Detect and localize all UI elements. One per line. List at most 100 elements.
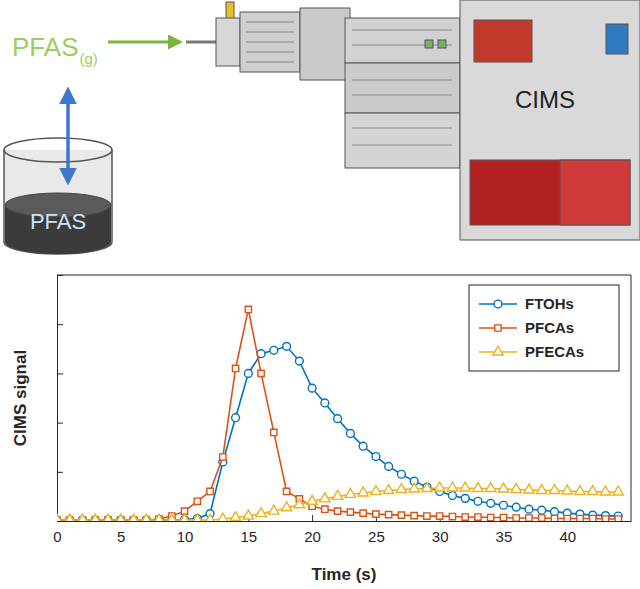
- x-tick-mark: [312, 515, 313, 521]
- series-marker: [539, 515, 545, 521]
- instrument-detail: [246, 62, 294, 63]
- instrument-detail: [352, 128, 452, 129]
- instrument-main: [460, 0, 640, 240]
- series-marker: [220, 454, 226, 460]
- x-tick: 25: [368, 515, 385, 545]
- frame-top: [57, 275, 631, 276]
- series-marker: [422, 483, 432, 492]
- series-marker: [346, 430, 354, 438]
- series-marker: [487, 499, 495, 507]
- series-marker: [77, 514, 87, 521]
- series-marker: [385, 462, 393, 470]
- panel: [470, 160, 630, 225]
- series-marker: [334, 508, 340, 514]
- series-marker: [232, 414, 240, 422]
- series-marker: [460, 482, 470, 491]
- series-marker: [359, 442, 367, 450]
- instrument-detail: [246, 22, 294, 23]
- x-tick-label: 10: [177, 528, 194, 545]
- series-marker: [371, 486, 381, 495]
- x-tick-label: 35: [496, 528, 513, 545]
- y-tick: [57, 521, 63, 522]
- y-axis-line: [57, 276, 58, 522]
- y-tick: [57, 373, 63, 374]
- series-marker: [398, 512, 404, 518]
- series-marker: [486, 483, 496, 492]
- instrument-part: [345, 18, 460, 63]
- series-marker: [512, 503, 520, 511]
- frame-right: [631, 275, 632, 521]
- series-marker: [270, 346, 278, 354]
- x-tick-label: 20: [304, 528, 321, 545]
- series-marker: [307, 495, 317, 504]
- series-marker: [271, 429, 277, 435]
- series-marker: [322, 506, 328, 512]
- x-tick: 40: [559, 515, 576, 545]
- legend: FTOHsPFCAsPFECAs: [469, 285, 619, 371]
- x-tick: 35: [496, 515, 513, 545]
- beaker-rim: [4, 138, 112, 162]
- series-marker: [498, 483, 508, 492]
- series-marker: [103, 514, 113, 521]
- series-marker: [283, 342, 291, 350]
- series-marker: [449, 492, 457, 500]
- gas-phase-label: (g): [79, 50, 97, 67]
- beaker-body: [4, 150, 112, 254]
- y-axis-title: CIMS signal: [11, 350, 30, 446]
- legend-label: PFCAs: [525, 319, 574, 336]
- series-marker: [205, 514, 215, 521]
- series-marker: [526, 515, 532, 521]
- instrument-detail: [352, 30, 452, 31]
- series-marker: [447, 482, 457, 491]
- chart: 0510152025303540FTOHsPFCAsPFECAs: [52, 275, 632, 545]
- series-marker: [256, 508, 266, 517]
- series-marker: [281, 502, 291, 511]
- instrument-part: [300, 8, 350, 80]
- series-marker: [269, 505, 279, 514]
- series-marker: [562, 485, 572, 494]
- exchange-arrow: [66, 90, 70, 182]
- series-marker: [332, 490, 342, 499]
- series-marker: [243, 510, 253, 519]
- x-axis-line: [58, 521, 632, 522]
- y-axis: [57, 276, 63, 522]
- instrument-part: [345, 113, 460, 168]
- series-marker: [383, 485, 393, 494]
- series-marker: [116, 514, 126, 521]
- gas-label: PFAS: [12, 32, 78, 62]
- x-axis-title: Time (s): [312, 565, 377, 584]
- instrument-detail: [352, 95, 452, 96]
- x-tick-label: 15: [240, 528, 257, 545]
- y-tick-mark: [57, 472, 63, 473]
- x-tick-label: 0: [53, 528, 61, 545]
- series-marker: [551, 508, 559, 516]
- series-marker: [347, 509, 353, 515]
- series-marker: [192, 514, 202, 521]
- series-marker: [230, 512, 240, 521]
- series-marker: [461, 494, 469, 502]
- series-marker: [409, 483, 419, 492]
- instrument-detail: [246, 32, 294, 33]
- legend-label: FTOHs: [525, 295, 574, 312]
- series-marker: [294, 499, 304, 508]
- x-tick: 20: [304, 515, 321, 545]
- series-marker: [295, 357, 303, 365]
- series-marker: [564, 515, 570, 521]
- y-tick-mark: [57, 423, 63, 424]
- y-tick: [57, 324, 63, 325]
- series-marker: [345, 488, 355, 497]
- instrument-detail: [246, 52, 294, 53]
- series-marker: [320, 493, 330, 502]
- series-marker: [334, 415, 342, 423]
- legend-entry: PFCAs: [479, 319, 574, 336]
- instrument: CIMS: [186, 0, 640, 240]
- panel: [606, 24, 628, 54]
- instrument-part: [216, 18, 240, 66]
- series-marker: [179, 514, 189, 521]
- series-marker: [500, 514, 506, 520]
- y-tick: [57, 423, 63, 424]
- legend-marker: [494, 300, 502, 308]
- legend-marker: [495, 325, 501, 331]
- series: [57, 482, 623, 521]
- diagram: PFASPFAS(g)CIMS: [4, 0, 640, 254]
